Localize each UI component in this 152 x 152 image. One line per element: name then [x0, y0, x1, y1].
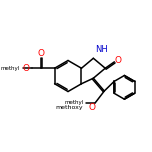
- Text: O: O: [22, 64, 29, 73]
- Text: methyl: methyl: [1, 66, 20, 71]
- Text: methyl: methyl: [64, 100, 83, 105]
- Text: methoxy: methoxy: [56, 105, 83, 110]
- Text: O: O: [37, 49, 44, 58]
- Text: NH: NH: [95, 45, 108, 54]
- Text: O: O: [88, 103, 95, 112]
- Text: O: O: [114, 56, 121, 66]
